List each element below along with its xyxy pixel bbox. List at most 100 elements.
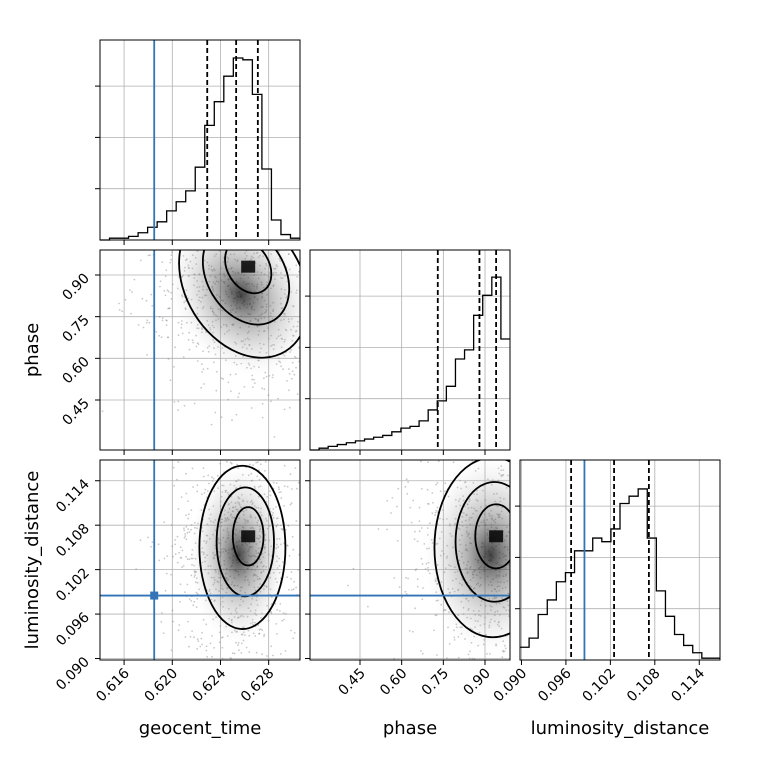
sample-point: [185, 233, 187, 235]
sample-point: [284, 672, 286, 674]
sample-point: [190, 524, 193, 526]
sample-point: [201, 114, 203, 116]
sample-point: [461, 669, 463, 671]
sample-point: [196, 360, 199, 362]
sample-point: [180, 326, 183, 329]
sample-point: [293, 373, 296, 376]
sample-point: [547, 382, 549, 384]
sample-point: [265, 375, 268, 378]
sample-point: [151, 541, 154, 544]
sample-point: [213, 662, 215, 664]
sample-point: [283, 505, 285, 507]
sample-point: [142, 197, 144, 199]
sample-point: [192, 604, 195, 607]
sample-point: [172, 466, 175, 469]
sample-point: [237, 662, 239, 664]
sample-point: [465, 445, 467, 447]
sample-point: [268, 247, 270, 249]
sample-point: [224, 247, 226, 249]
sample-point: [320, 570, 322, 572]
sample-point: [598, 629, 600, 631]
sample-point: [161, 612, 163, 614]
sample-point: [336, 315, 338, 317]
sample-point: [185, 555, 188, 558]
sample-point: [210, 436, 212, 438]
sample-point: [221, 427, 223, 429]
sample-point: [303, 297, 305, 299]
sample-point: [529, 654, 531, 656]
sample-point: [316, 320, 318, 322]
sample-point: [523, 502, 525, 504]
sample-point: [195, 606, 198, 608]
x-tick-label: 0.096: [535, 665, 575, 705]
sample-point: [255, 651, 258, 654]
sample-point: [526, 516, 528, 518]
sample-point: [531, 525, 533, 527]
sample-point: [204, 207, 206, 209]
sample-point: [537, 525, 539, 527]
sample-point: [426, 488, 429, 491]
sample-point: [181, 409, 183, 411]
sample-point: [332, 317, 334, 319]
sample-point: [243, 386, 246, 388]
sample-point: [301, 330, 303, 332]
sample-point: [534, 531, 536, 533]
sample-point: [414, 530, 416, 533]
x-axis-label-geocent-time: geocent_time: [139, 718, 262, 739]
sample-point: [405, 593, 408, 595]
sample-point: [248, 232, 250, 234]
sample-point: [538, 433, 540, 435]
sample-point: [293, 632, 296, 634]
sample-point: [534, 569, 536, 571]
sample-point: [301, 296, 303, 298]
sample-point: [518, 661, 520, 663]
sample-point: [233, 420, 235, 422]
sample-point: [255, 204, 257, 206]
x-tick-label: 0.102: [580, 666, 620, 706]
sample-point: [494, 365, 496, 367]
sample-point: [525, 583, 527, 585]
sample-point: [538, 516, 540, 518]
sample-point: [310, 540, 312, 542]
sample-point: [198, 230, 200, 232]
sample-point: [315, 358, 317, 360]
sample-point: [237, 644, 239, 646]
sample-point: [272, 481, 275, 484]
sample-point: [308, 512, 310, 514]
sample-point: [305, 279, 307, 281]
sample-point: [405, 478, 408, 481]
sample-point: [539, 581, 541, 583]
sample-point: [305, 302, 307, 304]
sample-point: [537, 484, 539, 486]
sample-point: [319, 259, 321, 261]
sample-point: [535, 582, 537, 584]
sample-point: [185, 492, 188, 495]
sample-point: [157, 543, 160, 546]
sample-point: [522, 499, 524, 501]
sample-point: [415, 568, 418, 570]
sample-point: [303, 544, 305, 546]
sample-point: [545, 426, 547, 428]
sample-point: [513, 394, 515, 396]
sample-point: [159, 285, 161, 288]
sample-point: [339, 317, 341, 319]
sample-point: [103, 247, 105, 249]
sample-point: [523, 581, 525, 583]
sample-point: [111, 216, 113, 218]
sample-point: [234, 373, 237, 376]
sample-point: [328, 335, 330, 337]
sample-point: [118, 309, 121, 311]
sample-point: [539, 547, 541, 549]
sample-point: [173, 401, 176, 403]
sample-point: [515, 638, 517, 640]
panel-hist-phase: [305, 249, 511, 455]
sample-point: [296, 218, 298, 220]
sample-point: [465, 454, 467, 456]
sample-point: [530, 550, 532, 552]
sample-point: [573, 614, 575, 616]
sample-point: [333, 256, 335, 258]
sample-point: [428, 503, 430, 505]
sample-point: [343, 310, 345, 312]
sample-point: [212, 231, 214, 233]
sample-point: [532, 424, 534, 426]
